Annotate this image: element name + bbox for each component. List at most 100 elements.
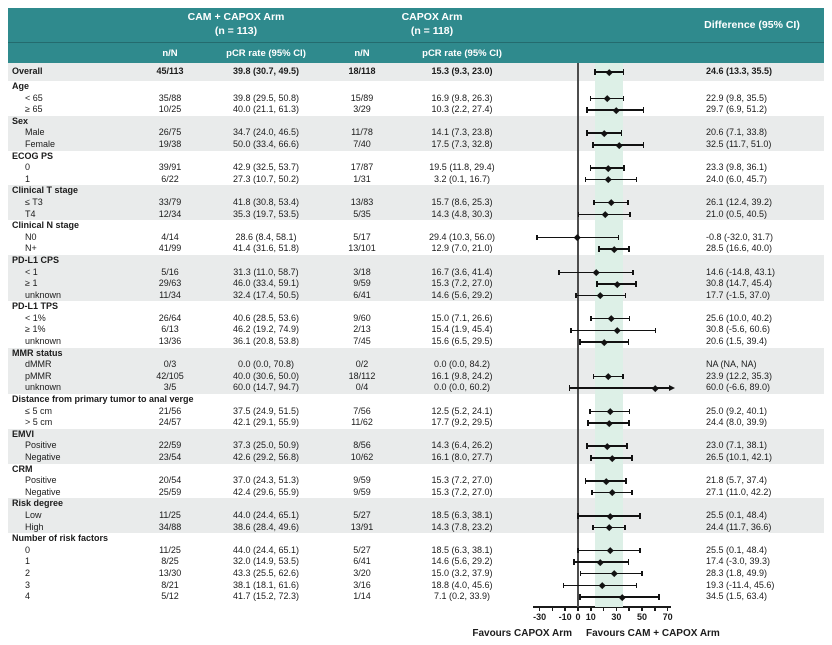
difference-value: 24.0 (6.0, 45.7) [706, 173, 768, 184]
subgroup-label: Negative [25, 486, 61, 497]
cam-pcr-value: 42.9 (32.5, 53.7) [232, 162, 300, 173]
ci-cap-high [628, 408, 631, 415]
forest-cell [532, 116, 680, 128]
capox-nn-value: 3/16 [353, 579, 371, 590]
forest-cell [532, 301, 680, 313]
col-header-arm2-pcr: pCR rate (95% CI) [422, 47, 502, 59]
cam-pcr-value: 60.0 (14.7, 94.7) [232, 382, 300, 393]
subgroup-label: Low [25, 509, 42, 520]
capox-pcr-value: 15.3 (9.3, 23.0) [431, 66, 493, 77]
forest-cell [532, 452, 680, 464]
capox-pcr-value: 18.8 (4.0, 45.6) [431, 579, 493, 590]
capox-nn-value: 13/91 [350, 521, 374, 532]
ci-cap-low [579, 594, 581, 600]
subgroup-label: Overall [12, 66, 43, 77]
ci-cap-low [590, 315, 592, 322]
capox-pcr-value: 10.3 (2.2, 27.4) [431, 104, 493, 115]
difference-value: 60.0 (-6.6, 89.0) [706, 382, 771, 393]
ci-point-estimate [605, 373, 612, 380]
capox-nn-value: 6/41 [353, 289, 371, 300]
subgroup-label: ≥ 1% [25, 324, 46, 335]
cam-nn-value: 21/56 [158, 405, 182, 416]
difference-value: 23.0 (7.1, 38.1) [706, 440, 768, 451]
forest-cell [532, 440, 680, 452]
capox-nn-value: 10/62 [350, 452, 374, 462]
capox-pcr-value: 29.4 (10.3, 56.0) [428, 231, 496, 242]
ci-cap-low [593, 199, 595, 206]
ci-point-estimate [606, 408, 614, 415]
table-row: Negative 25/59 42.4 (29.6, 55.9) 9/59 15.3 (… [8, 487, 824, 499]
ci-cap-low [577, 513, 579, 519]
axis-tick [564, 607, 566, 612]
arm2-header: CAPOX Arm (n = 118) [332, 11, 532, 38]
subgroup-label: Clinical N stage [12, 220, 80, 231]
subgroup-label: Sex [12, 115, 29, 126]
table-header: CAM + CAPOX Arm (n = 113) CAPOX Arm (n =… [8, 8, 824, 63]
ci-arrow-right [668, 384, 675, 391]
difference-value: 25.5 (0.1, 48.4) [706, 544, 768, 555]
cam-pcr-value: 38.1 (18.1, 61.6) [232, 579, 300, 590]
forest-cell [532, 336, 680, 348]
table-row: 2 13/30 43.3 (25.5, 62.6) 3/20 15.0 (3.2, 37… [8, 568, 824, 580]
cam-nn-value: 13/36 [158, 336, 182, 347]
difference-value: 26.1 (12.4, 39.2) [706, 196, 773, 207]
ci-cap-low [577, 547, 579, 554]
cam-nn-value: 5/16 [161, 266, 179, 277]
subgroup-label: EMVI [12, 428, 35, 439]
cam-nn-value: 25/59 [158, 486, 182, 497]
axis-tick [641, 607, 643, 612]
cam-nn-value: 3/5 [163, 382, 177, 393]
capox-pcr-value: 17.5 (7.3, 32.8) [431, 138, 493, 149]
cam-pcr-value: 40.0 (21.1, 61.3) [232, 104, 300, 115]
ci-cap-high [635, 176, 638, 183]
table-body: Overall 45/113 39.8 (30.7, 49.5) 18/118 15.3… [8, 63, 824, 603]
cam-pcr-value: 40.0 (30.6, 50.0) [232, 370, 300, 381]
cam-nn-value: 29/63 [158, 278, 182, 289]
ci-point-estimate [573, 234, 581, 241]
subgroup-label: unknown [25, 336, 62, 347]
table-row: < 65 35/88 39.8 (29.5, 50.8) 15/89 16.9 (9.8… [8, 93, 824, 105]
forest-cell [532, 545, 680, 557]
cam-nn-value: 11/25 [159, 544, 181, 555]
forest-cell [532, 371, 680, 383]
ci-cap-high [628, 315, 631, 322]
ci-cap-high [639, 547, 641, 554]
difference-value: 25.6 (10.0, 40.2) [706, 312, 773, 323]
forest-cell [532, 406, 680, 418]
ci-cap-high [642, 142, 645, 148]
subgroup-label: Clinical T stage [12, 185, 79, 196]
header-subtitle-row: n/N pCR rate (95% CI) n/N pCR rate (95% … [8, 42, 824, 63]
axis-tick [615, 607, 618, 612]
capox-nn-value: 18/118 [348, 66, 376, 77]
ci-point-estimate [597, 292, 604, 299]
forest-cell [532, 232, 680, 244]
capox-nn-value: 5/27 [353, 544, 371, 555]
subgroup-label: Positive [25, 440, 57, 451]
cam-pcr-value: 43.3 (25.5, 62.6) [232, 567, 300, 578]
ci-point-estimate [606, 68, 613, 76]
capox-nn-value: 2/13 [353, 324, 371, 335]
difference-value: 30.8 (-5.6, 60.6) [706, 324, 771, 335]
axis-tick-label: 0 [575, 611, 581, 622]
capox-nn-value: 3/29 [353, 104, 371, 115]
capox-nn-value: 3/20 [353, 567, 371, 578]
capox-pcr-value: 16.7 (3.6, 41.4) [431, 266, 493, 277]
plot-wrap: Overall 45/113 39.8 (30.7, 49.5) 18/118 15.3… [8, 63, 824, 645]
subgroup-label: N+ [25, 243, 37, 254]
forest-cell [532, 487, 680, 499]
cam-nn-value: 4/14 [161, 231, 179, 242]
ci-point-estimate [597, 558, 604, 566]
cam-nn-value: 19/38 [158, 138, 182, 149]
forest-cell [532, 568, 680, 580]
subgroup-label: ≤ 5 cm [25, 405, 52, 416]
ci-point-estimate [593, 269, 600, 276]
header-title-row: CAM + CAPOX Arm (n = 113) CAPOX Arm (n =… [8, 8, 824, 42]
forest-cell [532, 522, 680, 534]
difference-value: 24.4 (8.0, 39.9) [706, 417, 768, 428]
capox-nn-value: 17/87 [350, 162, 374, 173]
table-row: unknown 13/36 36.1 (20.8, 53.8) 7/45 15.6 (6… [8, 336, 824, 348]
capox-pcr-value: 18.5 (6.3, 38.1) [431, 544, 493, 555]
ci-cap-high [624, 524, 626, 531]
table-row: Positive 20/54 37.0 (24.3, 51.3) 9/59 15.3 (… [8, 475, 824, 487]
ci-point-estimate [614, 327, 621, 334]
